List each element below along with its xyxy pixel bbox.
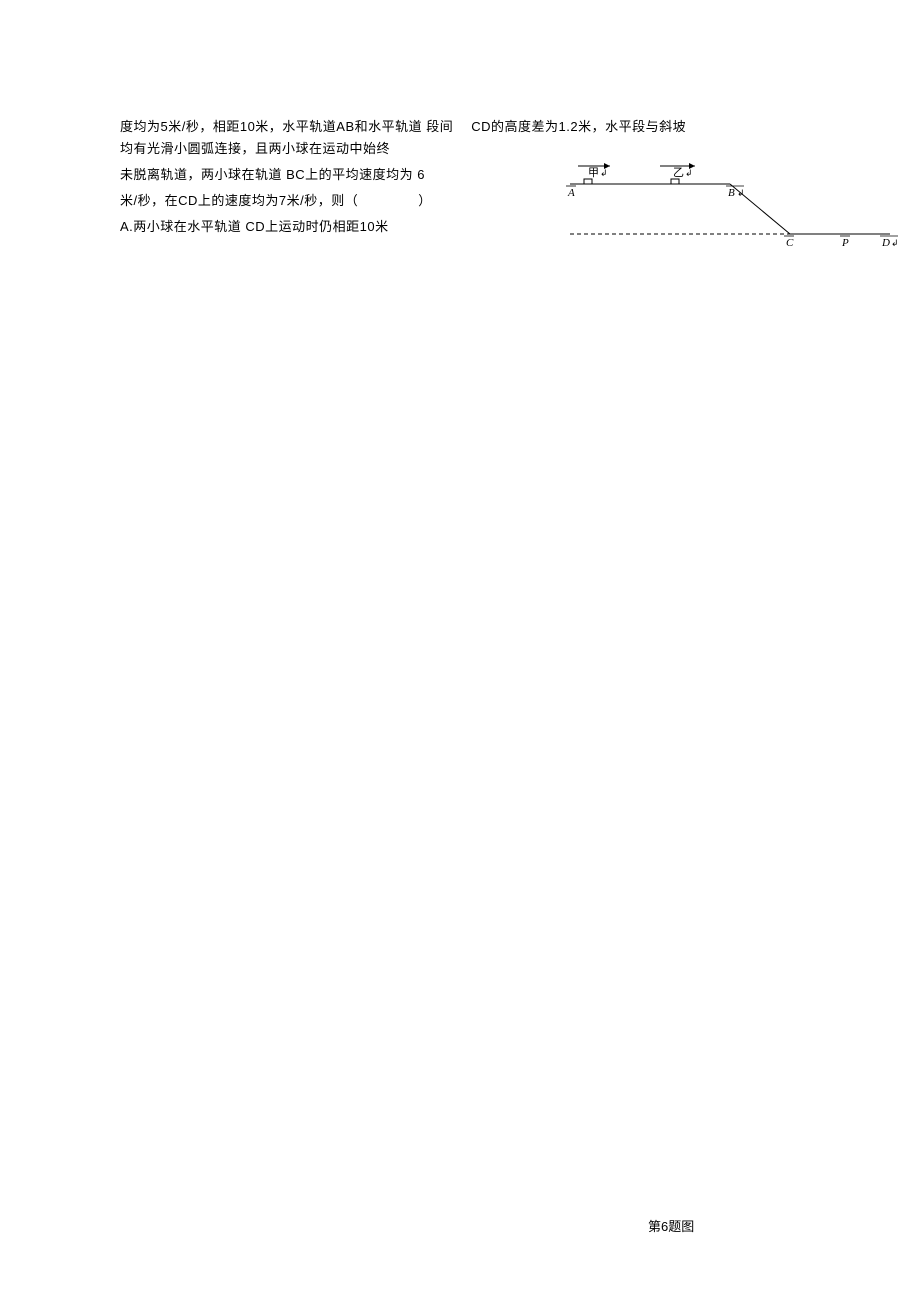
- text-fragment: ）: [418, 193, 432, 208]
- label-d-arrow: ↲: [891, 238, 899, 248]
- label-d: D: [881, 237, 890, 249]
- label-a: A: [567, 187, 575, 199]
- text-fragment: 米/秒，在CD上的速度均为7米/秒，则（: [120, 193, 358, 208]
- label-c: C: [786, 237, 794, 249]
- text-fragment: CD的高度差为1.2米，水平段与斜坡: [471, 119, 686, 134]
- paragraph-line-3: 未脱离轨道，两小球在轨道 BC上的平均速度均为 6: [120, 164, 540, 186]
- text-fragment: 度均为5米/秒，相距10米，水平轨道AB和水平轨道 段间: [120, 119, 453, 134]
- option-a: A.两小球在水平轨道 CD上运动时仍相距10米: [120, 216, 540, 238]
- label-jia: 甲: [588, 167, 599, 179]
- label-jia-arrow: ↲: [600, 168, 608, 178]
- paragraph-line-2: 均有光滑小圆弧连接，且两小球在运动中始终: [120, 138, 520, 160]
- label-yi: 乙: [673, 166, 684, 179]
- figure-caption: 第6题图: [648, 1216, 694, 1235]
- ball-jia-box: [584, 179, 592, 184]
- label-b: B: [728, 187, 735, 199]
- label-yi-arrow: ↲: [685, 168, 693, 178]
- label-p: P: [841, 237, 849, 249]
- label-b-arrow: ↲: [737, 188, 745, 198]
- paragraph-line-4: 米/秒，在CD上的速度均为7米/秒，则（ ）: [120, 190, 540, 212]
- paragraph-line-1: 度均为5米/秒，相距10米，水平轨道AB和水平轨道 段间 CD的高度差为1.2米，…: [120, 116, 840, 138]
- ball-yi-box: [671, 179, 679, 184]
- physics-diagram: 甲 ↲ 乙 ↲ A B ↲ C P D ↲: [560, 154, 900, 264]
